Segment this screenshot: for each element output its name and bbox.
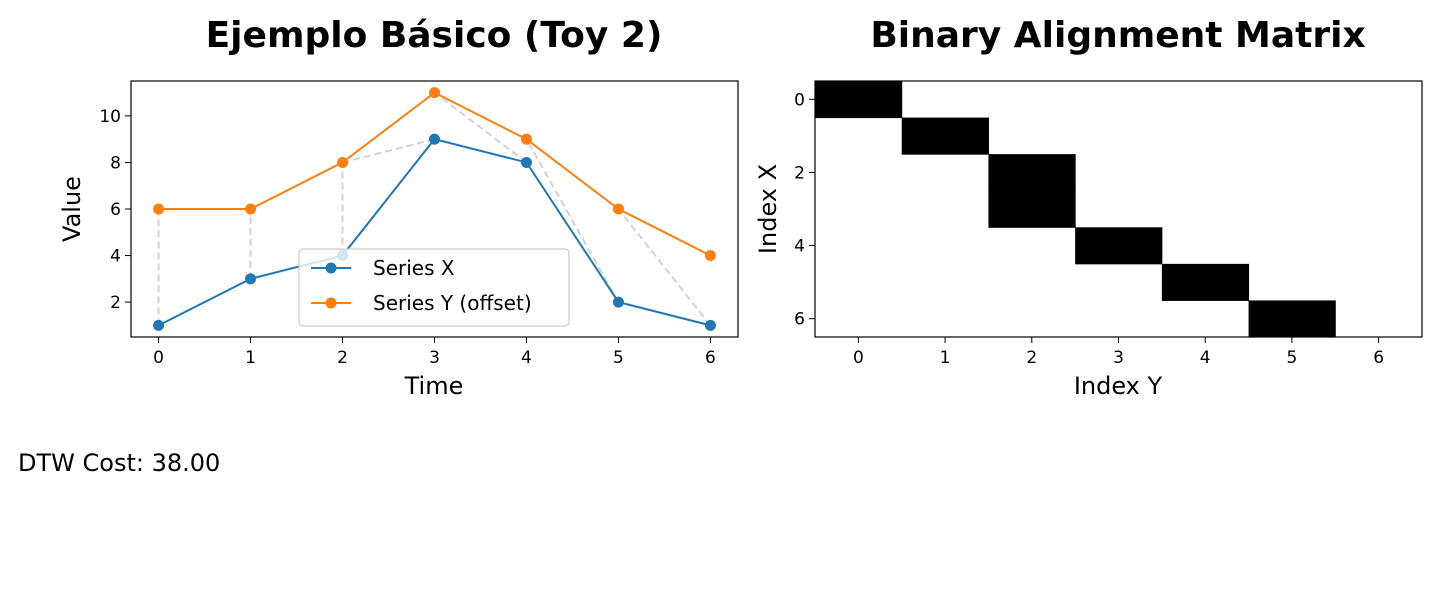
- x-tick-label: 0: [153, 348, 164, 368]
- left-axis-ticks: 0 1 2 3 4 5 6 2 4 6 8 10: [99, 107, 715, 368]
- matrix-y-tick-label: 4: [794, 237, 805, 257]
- alignment-links: [157, 91, 712, 326]
- series-point-x: [520, 156, 532, 168]
- matrix-x-tick-label: 3: [1113, 348, 1124, 368]
- x-tick-label: 6: [705, 348, 716, 368]
- y-tick-label: 2: [110, 293, 121, 313]
- matrix-x-tick-label: 2: [1026, 348, 1037, 368]
- x-tick-label: 1: [245, 348, 256, 368]
- x-tick-label: 5: [613, 348, 624, 368]
- y-tick-label: 10: [99, 107, 121, 127]
- matrix-cell: [1075, 227, 1163, 265]
- series-point-x: [245, 273, 257, 285]
- series-point-y: [153, 203, 165, 215]
- alignment-link: [433, 91, 528, 164]
- legend-marker-series-x: [325, 262, 337, 274]
- matrix-y-tick-label: 2: [794, 163, 805, 183]
- series-point-y: [704, 250, 716, 262]
- series-point-y: [612, 203, 624, 215]
- legend-entry-series-x: Series X: [311, 256, 455, 280]
- matrix-x-tick-label: 4: [1200, 348, 1211, 368]
- matrix-x-tick-label: 1: [940, 348, 951, 368]
- y-tick-label: 4: [110, 247, 121, 267]
- time-series-chart: Ejemplo Básico (Toy 2) Time Value 0 1 2 3 4 5…: [58, 15, 739, 400]
- series-point-x: [612, 296, 624, 308]
- x-tick-label: 3: [429, 348, 440, 368]
- right-plot-frame: [814, 80, 1423, 338]
- series-point-y: [337, 156, 349, 168]
- legend-label-series-y: Series Y (offset): [373, 291, 532, 315]
- matrix-x-tick-label: 6: [1373, 348, 1384, 368]
- right-x-axis-label: Index Y: [1074, 372, 1163, 400]
- matrix-x-tick-label: 5: [1287, 348, 1298, 368]
- matrix-cell: [988, 154, 1076, 192]
- legend-entry-series-y: Series Y (offset): [311, 291, 532, 315]
- right-chart-title: Binary Alignment Matrix: [870, 15, 1365, 56]
- matrix-cell: [815, 81, 903, 119]
- series-point-x: [429, 133, 440, 145]
- alignment-link: [342, 138, 435, 164]
- matrix-y-tick-label: 0: [794, 90, 805, 110]
- series-point-y: [429, 87, 440, 99]
- series-point-x: [153, 319, 165, 331]
- right-y-axis-label: Index X: [754, 164, 782, 254]
- x-tick-label: 2: [337, 348, 348, 368]
- series-point-y: [520, 133, 532, 145]
- series-point-y: [245, 203, 257, 215]
- matrix-x-tick-label: 0: [853, 348, 864, 368]
- matrix-cell: [901, 117, 989, 155]
- legend-box: [298, 248, 570, 327]
- matrix-cells: [815, 81, 1336, 338]
- series-point-x: [704, 319, 716, 331]
- right-axis-ticks: 0 1 2 3 4 5 6 0 2 4 6: [794, 90, 1384, 368]
- alignment-matrix-chart: Binary Alignment Matrix Index Y Index X …: [754, 15, 1423, 400]
- legend: Series X Series Y (offset): [298, 248, 570, 327]
- left-plot-frame: [130, 80, 739, 338]
- dtw-cost-text: DTW Cost: 38.00: [18, 449, 220, 477]
- legend-label-series-x: Series X: [373, 256, 455, 280]
- legend-marker-series-y: [325, 297, 337, 309]
- alignment-link: [617, 208, 712, 326]
- y-tick-label: 8: [110, 153, 121, 173]
- series-line-y: [158, 91, 711, 257]
- alignment-link: [525, 138, 620, 303]
- left-x-axis-label: Time: [404, 372, 464, 400]
- left-chart-title: Ejemplo Básico (Toy 2): [206, 15, 663, 56]
- matrix-cell: [1161, 263, 1250, 301]
- matrix-y-tick-label: 6: [794, 310, 805, 330]
- y-tick-label: 6: [110, 200, 121, 220]
- left-y-axis-label: Value: [58, 176, 86, 242]
- matrix-cell: [1248, 300, 1336, 338]
- matrix-cell: [988, 190, 1076, 228]
- x-tick-label: 4: [521, 348, 532, 368]
